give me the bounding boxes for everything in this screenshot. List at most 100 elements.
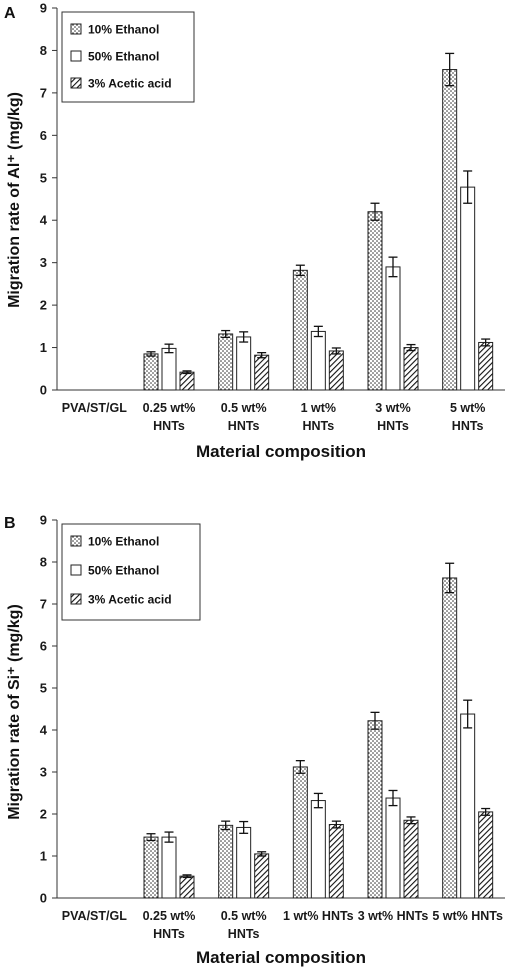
- y-tick-label: 3: [40, 765, 47, 780]
- y-tick-label: 9: [40, 1, 47, 16]
- x-tick-label: 0.25 wt% HNTs: [143, 909, 196, 941]
- x-tick-label-line: 5 wt%: [450, 401, 485, 415]
- legend-swatch: [70, 50, 82, 62]
- x-tick-label-line: HNTs: [228, 927, 260, 941]
- bar-dots: [218, 333, 234, 391]
- y-tick-label: 5: [40, 170, 47, 185]
- y-tick-label: 2: [40, 298, 47, 313]
- legend-swatch: [70, 593, 82, 605]
- bar-white: [460, 186, 476, 391]
- x-tick-label: 3 wt% HNTs: [358, 909, 429, 923]
- bar-white: [161, 347, 177, 391]
- x-tick-label-line: 0.25 wt%: [143, 401, 196, 415]
- x-tick-label-line: PVA/ST/GL: [62, 909, 127, 923]
- bar-white: [236, 336, 252, 391]
- bar-white: [385, 797, 401, 899]
- x-tick-label-line: HNTs: [153, 419, 185, 433]
- legend-swatch: [70, 535, 82, 547]
- legend: 10% Ethanol 50% Ethanol 3% Acetic acid: [61, 523, 201, 621]
- y-tick-label: 3: [40, 255, 47, 270]
- bar-white: [460, 713, 476, 899]
- x-tick-label-line: HNTs: [228, 419, 260, 433]
- y-tick-label: 1: [40, 849, 47, 864]
- bar-hatch: [478, 811, 494, 899]
- y-tick-label: 1: [40, 340, 47, 355]
- bar-dots: [292, 766, 308, 899]
- legend-swatch: [70, 77, 82, 89]
- bar-hatch: [328, 824, 344, 899]
- y-tick-label: 7: [40, 85, 47, 100]
- y-axis-title: Migration rate of Si⁺ (mg/kg): [6, 604, 23, 820]
- x-tick-label-line: PVA/ST/GL: [62, 401, 127, 415]
- x-tick-label-line: HNTs: [452, 419, 484, 433]
- legend-box: [61, 523, 201, 621]
- x-axis-title: Material composition: [196, 948, 366, 967]
- panel-label: A: [4, 5, 16, 22]
- bar-dots: [143, 836, 159, 899]
- legend-swatch: [70, 23, 82, 35]
- y-axis-title: Migration rate of Al⁺ (mg/kg): [6, 92, 23, 308]
- x-axis-title: Material composition: [196, 442, 366, 461]
- bar-white: [236, 826, 252, 899]
- y-tick-label: 6: [40, 639, 47, 654]
- x-tick-label: 5 wt% HNTs: [450, 401, 485, 433]
- x-tick-label: 1 wt% HNTs: [301, 401, 336, 433]
- bar-white: [385, 266, 401, 391]
- legend-box: [61, 11, 195, 103]
- bar-dots: [442, 577, 458, 899]
- bar-hatch: [254, 354, 270, 391]
- bar-hatch: [478, 341, 494, 391]
- x-tick-label: 1 wt% HNTs: [283, 909, 354, 923]
- y-tick-label: 0: [40, 891, 47, 906]
- bar-dots: [367, 211, 383, 391]
- y-tick-label: 7: [40, 597, 47, 612]
- chart-panel-A: 0 1 2 3 4 5 6 7 8 9 A Migration rate of Al⁺ (mg/kg)…: [4, 1, 505, 461]
- legend-label: 50% Ethanol: [88, 564, 159, 578]
- legend-label: 50% Ethanol: [88, 50, 159, 64]
- x-tick-label-line: 3 wt% HNTs: [358, 909, 429, 923]
- x-tick-label-line: 1 wt%: [301, 401, 336, 415]
- legend-label: 10% Ethanol: [88, 535, 159, 549]
- bar-hatch: [179, 875, 195, 899]
- y-tick-label: 4: [40, 723, 48, 738]
- legend-swatch: [70, 564, 82, 576]
- bar-dots: [218, 824, 234, 899]
- x-tick-label-line: 0.5 wt%: [221, 401, 267, 415]
- x-tick-label-line: HNTs: [153, 927, 185, 941]
- bar-dots: [367, 720, 383, 899]
- y-tick-label: 8: [40, 555, 47, 570]
- legend-label: 3% Acetic acid: [88, 593, 172, 607]
- legend-label: 3% Acetic acid: [88, 77, 172, 91]
- y-tick-label: 4: [40, 213, 48, 228]
- bar-hatch: [403, 347, 419, 391]
- y-tick-label: 6: [40, 128, 47, 143]
- y-tick-label: 9: [40, 513, 47, 528]
- x-tick-label-line: 1 wt% HNTs: [283, 909, 354, 923]
- bar-dots: [292, 269, 308, 391]
- bar-white: [161, 836, 177, 899]
- x-tick-label-line: HNTs: [302, 419, 334, 433]
- bar-hatch: [254, 853, 270, 899]
- x-tick-label: PVA/ST/GL: [62, 909, 127, 923]
- y-tick-label: 5: [40, 681, 47, 696]
- x-tick-label: 0.25 wt% HNTs: [143, 401, 196, 433]
- bar-dots: [143, 353, 159, 391]
- bar-white: [310, 330, 326, 391]
- y-tick-label: 2: [40, 807, 47, 822]
- legend: 10% Ethanol 50% Ethanol 3% Acetic acid: [61, 11, 195, 103]
- bar-hatch: [328, 350, 344, 391]
- x-tick-label-line: 0.25 wt%: [143, 909, 196, 923]
- bar-hatch: [179, 371, 195, 391]
- panel-label: B: [4, 515, 16, 532]
- x-tick-label-line: 0.5 wt%: [221, 909, 267, 923]
- x-tick-label-line: 3 wt%: [375, 401, 410, 415]
- bar-white: [310, 800, 326, 899]
- bar-dots: [442, 69, 458, 391]
- x-tick-label: 0.5 wt% HNTs: [221, 401, 267, 433]
- x-tick-label: 3 wt% HNTs: [375, 401, 410, 433]
- x-tick-label: PVA/ST/GL: [62, 401, 127, 415]
- x-tick-label-line: 5 wt% HNTs: [432, 909, 503, 923]
- x-tick-label-line: HNTs: [377, 419, 409, 433]
- x-tick-label: 0.5 wt% HNTs: [221, 909, 267, 941]
